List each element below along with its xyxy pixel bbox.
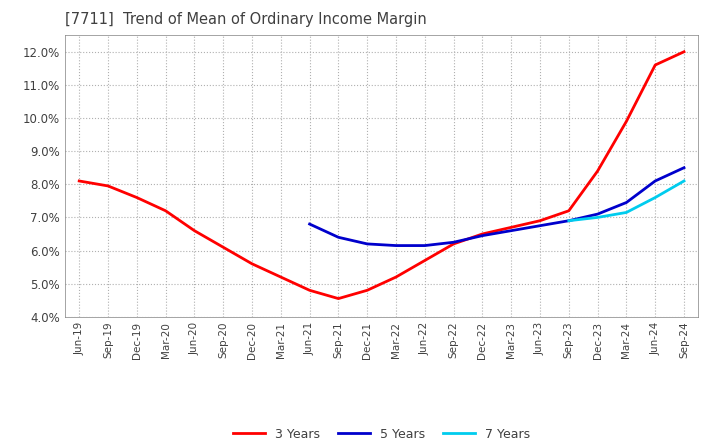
3 Years xyxy=(132,195,141,200)
Legend: 3 Years, 5 Years, 7 Years: 3 Years, 5 Years, 7 Years xyxy=(228,423,535,440)
Line: 3 Years: 3 Years xyxy=(79,52,684,299)
5 Years xyxy=(593,212,602,217)
5 Years xyxy=(564,218,573,224)
3 Years xyxy=(449,241,458,246)
5 Years xyxy=(449,240,458,245)
3 Years xyxy=(564,208,573,213)
3 Years xyxy=(161,208,170,213)
5 Years xyxy=(478,233,487,238)
5 Years xyxy=(507,228,516,233)
3 Years xyxy=(593,169,602,174)
5 Years xyxy=(420,243,429,248)
Text: [7711]  Trend of Mean of Ordinary Income Margin: [7711] Trend of Mean of Ordinary Income … xyxy=(65,12,426,27)
5 Years xyxy=(651,178,660,183)
3 Years xyxy=(190,228,199,233)
7 Years xyxy=(680,178,688,183)
3 Years xyxy=(104,183,112,189)
3 Years xyxy=(276,275,285,280)
Line: 7 Years: 7 Years xyxy=(569,181,684,221)
7 Years xyxy=(564,218,573,224)
3 Years xyxy=(248,261,256,267)
7 Years xyxy=(593,215,602,220)
Line: 5 Years: 5 Years xyxy=(310,168,684,246)
7 Years xyxy=(651,195,660,200)
3 Years xyxy=(478,231,487,237)
5 Years xyxy=(305,221,314,227)
3 Years xyxy=(536,218,544,224)
3 Years xyxy=(622,119,631,124)
5 Years xyxy=(622,200,631,205)
5 Years xyxy=(536,223,544,228)
3 Years xyxy=(334,296,343,301)
5 Years xyxy=(680,165,688,170)
3 Years xyxy=(507,225,516,230)
3 Years xyxy=(680,49,688,55)
3 Years xyxy=(651,62,660,68)
5 Years xyxy=(334,235,343,240)
3 Years xyxy=(219,245,228,250)
7 Years xyxy=(622,210,631,215)
3 Years xyxy=(75,178,84,183)
5 Years xyxy=(363,241,372,246)
5 Years xyxy=(392,243,400,248)
3 Years xyxy=(363,288,372,293)
3 Years xyxy=(305,288,314,293)
3 Years xyxy=(420,258,429,263)
3 Years xyxy=(392,275,400,280)
